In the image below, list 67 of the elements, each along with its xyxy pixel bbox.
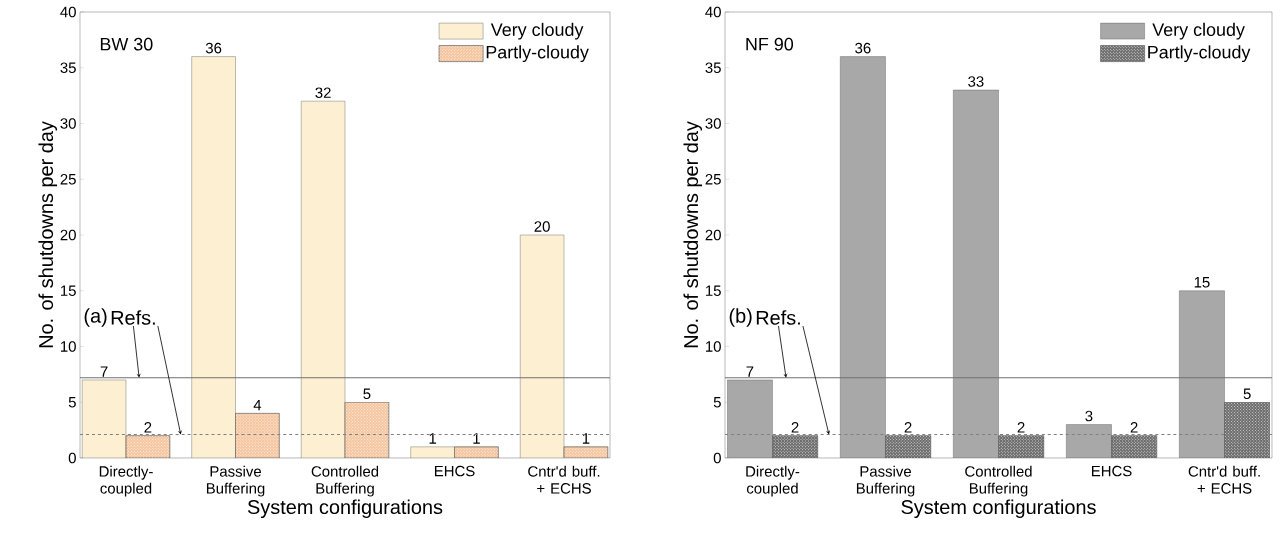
bar <box>563 446 609 458</box>
data-label: 2 <box>1017 422 1025 433</box>
annotation: (b) <box>729 308 752 327</box>
y-axis-title: No. of shutdowns per day <box>683 121 703 348</box>
legend-label: Very cloudy <box>1152 22 1245 40</box>
legend-label: Very cloudy <box>490 22 584 40</box>
data-label: 2 <box>1130 422 1138 433</box>
y-tick-label: 40 <box>60 6 76 18</box>
y-tick-label: 25 <box>705 173 721 185</box>
x-tick-label: Passive Buffering <box>856 465 915 497</box>
data-label: 3 <box>1085 410 1093 422</box>
legend-label: Partly-cloudy <box>1148 45 1251 63</box>
x-axis-title: System configurations <box>247 499 443 519</box>
bar <box>191 56 236 458</box>
y-tick-label: 40 <box>705 6 721 18</box>
x-axis-title: System configurations <box>901 499 1096 519</box>
data-label: 2 <box>144 422 152 433</box>
x-tick-label: Controlled Buffering <box>965 465 1032 497</box>
bar <box>82 379 126 458</box>
y-tick-label: 30 <box>705 118 721 129</box>
y-tick-label: 30 <box>60 118 76 129</box>
y-tick-label: 0 <box>713 452 721 464</box>
y-axis-title: No. of shutdowns per day <box>38 121 58 348</box>
data-label: 1 <box>429 433 437 444</box>
data-label: 4 <box>253 399 262 411</box>
y-tick-label: 10 <box>61 341 76 352</box>
annotation: Refs. <box>756 310 800 325</box>
annotation: Refs. <box>111 310 155 325</box>
annotation: NF 90 <box>746 37 794 51</box>
y-tick-label: 20 <box>705 229 721 241</box>
y-tick-label: 15 <box>61 285 76 296</box>
bar <box>410 446 455 458</box>
y-tick-label: 0 <box>68 452 76 464</box>
data-label: 33 <box>968 76 984 87</box>
data-label: 20 <box>534 221 550 232</box>
x-tick-label: EHCS <box>434 465 475 477</box>
data-label: 5 <box>1243 388 1251 400</box>
y-tick-label: 35 <box>60 62 76 74</box>
x-tick-label: EHCS <box>1091 465 1132 477</box>
data-label: 36 <box>205 42 222 54</box>
x-tick-label: Directly-coupled <box>746 465 800 497</box>
bar <box>301 101 346 458</box>
legend-label: Partly-cloudy <box>486 45 589 63</box>
y-tick-label: 25 <box>60 173 76 185</box>
data-label: 32 <box>315 87 331 98</box>
y-tick-label: 35 <box>705 62 721 74</box>
data-label: 1 <box>582 433 590 444</box>
data-label: 2 <box>904 422 912 433</box>
x-tick-label: Cntr'd buff. + ECHS <box>1188 465 1260 494</box>
y-tick-label: 15 <box>706 285 721 296</box>
data-label: 5 <box>363 388 371 400</box>
data-label: 7 <box>746 366 754 377</box>
x-tick-label: Controlled Buffering <box>311 465 379 497</box>
data-label: 15 <box>1194 277 1210 288</box>
annotation: (a) <box>84 308 107 327</box>
x-tick-label: Directly-coupled <box>99 465 153 497</box>
annotation: BW 30 <box>100 37 153 51</box>
data-label: 7 <box>100 366 108 377</box>
x-tick-label: Passive Buffering <box>206 465 265 497</box>
data-label: 36 <box>855 42 871 54</box>
bar <box>520 234 565 458</box>
y-tick-label: 5 <box>68 397 76 408</box>
y-tick-label: 5 <box>713 397 721 408</box>
y-tick-label: 20 <box>60 229 76 241</box>
x-tick-label: Cntr'd buff. + ECHS <box>528 465 600 494</box>
y-tick-label: 10 <box>706 341 721 352</box>
data-label: 2 <box>791 422 799 433</box>
